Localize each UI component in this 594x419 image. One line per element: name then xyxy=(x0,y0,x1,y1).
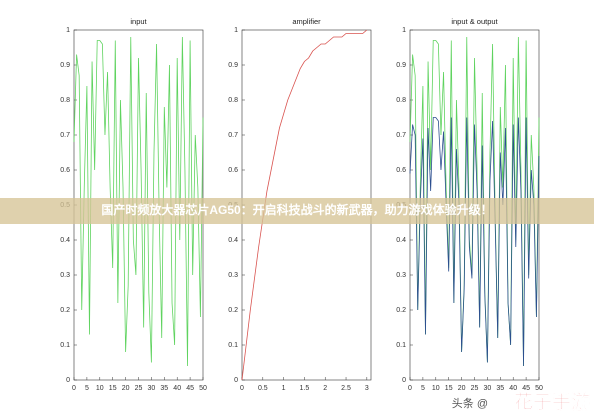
y-tick-label: 0 xyxy=(66,377,70,384)
x-tick-label: 2 xyxy=(323,385,327,392)
y-tick-label: 0.3 xyxy=(228,272,238,279)
y-tick-label: 0.8 xyxy=(60,97,70,104)
x-tick-label: 15 xyxy=(109,385,117,392)
y-tick-label: 0.1 xyxy=(60,342,70,349)
x-tick-label: 3 xyxy=(365,385,369,392)
x-tick-label: 25 xyxy=(135,385,143,392)
x-tick-label: 50 xyxy=(535,385,543,392)
y-tick-label: 0.3 xyxy=(396,272,406,279)
y-tick-label: 0.3 xyxy=(60,272,70,279)
y-tick-label: 0.7 xyxy=(228,132,238,139)
x-tick-label: 40 xyxy=(173,385,181,392)
watermark-brand: 花子手游 xyxy=(514,390,590,413)
x-tick-label: 1.5 xyxy=(300,385,310,392)
x-tick-label: 30 xyxy=(484,385,492,392)
y-tick-label: 0.9 xyxy=(396,62,406,69)
x-tick-label: 0 xyxy=(72,385,76,392)
chart-title: amplifier xyxy=(292,17,321,26)
y-tick-label: 0.9 xyxy=(228,62,238,69)
x-tick-label: 0 xyxy=(240,385,244,392)
y-tick-label: 0.2 xyxy=(228,307,238,314)
watermark-source: 头条 @ xyxy=(452,396,488,410)
x-tick-label: 2.5 xyxy=(341,385,351,392)
y-tick-label: 0.6 xyxy=(396,167,406,174)
x-tick-label: 10 xyxy=(96,385,104,392)
banner: 国产时频放大器芯片AG50：开启科技战斗的新武器，助力游戏体验升级！ xyxy=(101,202,492,217)
x-tick-label: 5 xyxy=(421,385,425,392)
y-tick-label: 0.7 xyxy=(60,132,70,139)
x-tick-label: 35 xyxy=(496,385,504,392)
data-line xyxy=(409,36,540,367)
x-tick-label: 45 xyxy=(186,385,194,392)
y-tick-label: 1 xyxy=(402,27,406,34)
y-tick-label: 1 xyxy=(234,27,238,34)
y-tick-label: 0.8 xyxy=(396,97,406,104)
chart-title: input xyxy=(130,17,147,26)
y-tick-label: 0.8 xyxy=(228,97,238,104)
banner-bg xyxy=(0,198,594,224)
x-tick-label: 20 xyxy=(458,385,466,392)
x-tick-label: 0.5 xyxy=(258,385,268,392)
x-tick-label: 30 xyxy=(148,385,156,392)
x-tick-label: 0 xyxy=(408,385,412,392)
x-tick-label: 10 xyxy=(432,385,440,392)
x-tick-label: 45 xyxy=(522,385,530,392)
x-tick-label: 1 xyxy=(282,385,286,392)
y-tick-label: 1 xyxy=(66,27,70,34)
x-tick-label: 15 xyxy=(445,385,453,392)
x-tick-label: 5 xyxy=(85,385,89,392)
y-tick-label: 0.6 xyxy=(228,167,238,174)
x-tick-label: 50 xyxy=(199,385,207,392)
y-tick-label: 0.4 xyxy=(396,237,406,244)
y-tick-label: 0.4 xyxy=(228,237,238,244)
y-tick-label: 0 xyxy=(234,377,238,384)
x-tick-label: 25 xyxy=(471,385,479,392)
data-line xyxy=(409,117,540,367)
y-tick-label: 0.2 xyxy=(60,307,70,314)
chart-title: input & output xyxy=(451,17,498,26)
y-tick-label: 0.9 xyxy=(60,62,70,69)
x-tick-label: 20 xyxy=(122,385,130,392)
y-tick-label: 0.6 xyxy=(60,167,70,174)
y-tick-label: 0.1 xyxy=(228,342,238,349)
x-tick-label: 35 xyxy=(160,385,168,392)
data-line xyxy=(73,36,204,367)
y-tick-label: 0.1 xyxy=(396,342,406,349)
y-tick-label: 0.7 xyxy=(396,132,406,139)
x-tick-label: 40 xyxy=(509,385,517,392)
y-tick-label: 0.4 xyxy=(60,237,70,244)
y-tick-label: 0 xyxy=(402,377,406,384)
y-tick-label: 0.2 xyxy=(396,307,406,314)
